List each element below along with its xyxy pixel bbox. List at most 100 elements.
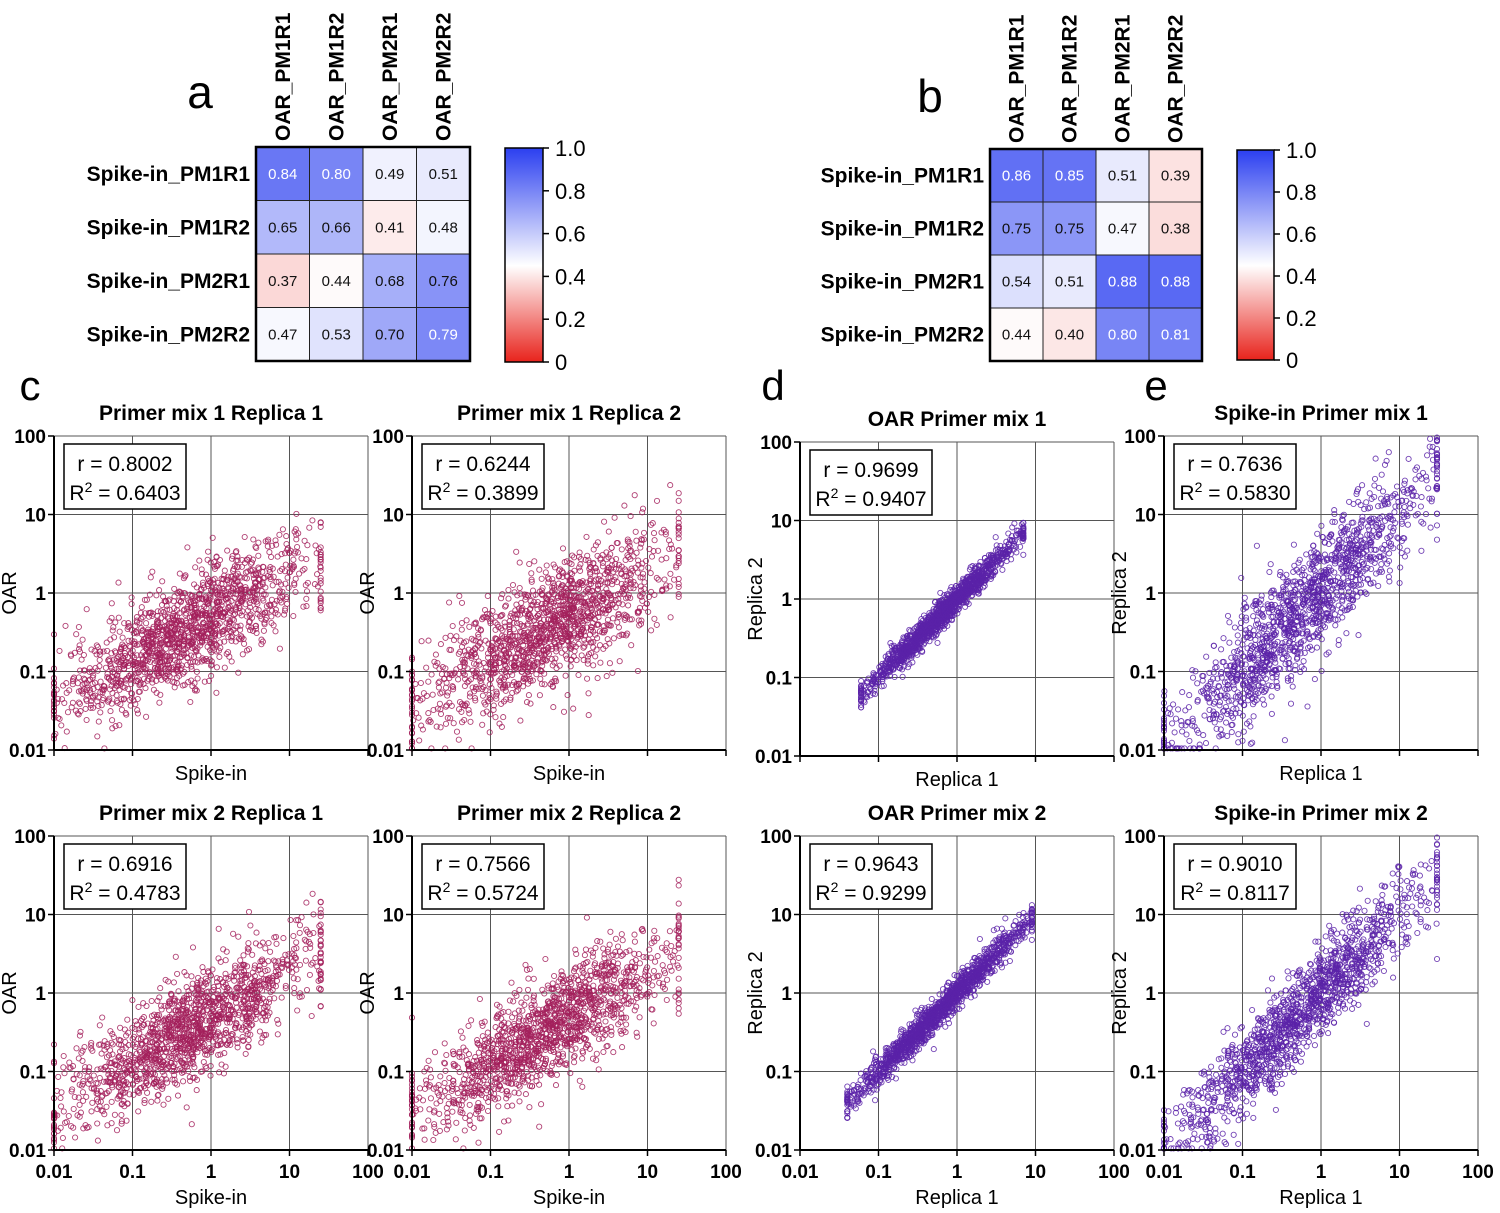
data-point — [461, 682, 468, 690]
heatmap-cell-value: 0.79 — [429, 326, 458, 343]
data-point — [1427, 435, 1434, 442]
data-point — [585, 690, 592, 697]
data-point — [1183, 731, 1190, 738]
data-point — [562, 646, 569, 653]
data-point — [74, 680, 81, 687]
heatmap-column-label: OAR_PM2R2 — [1165, 15, 1188, 143]
data-point — [103, 639, 110, 646]
data-point — [538, 575, 545, 582]
data-point — [292, 588, 299, 596]
data-point — [159, 578, 166, 585]
data-point — [83, 697, 90, 704]
data-point — [317, 567, 324, 574]
heatmap-cell-value: 0.47 — [268, 326, 297, 343]
data-point — [573, 657, 580, 664]
data-point — [505, 586, 512, 594]
data-point — [216, 653, 223, 660]
data-point — [653, 621, 660, 628]
data-point — [219, 628, 227, 635]
data-point — [453, 728, 461, 735]
data-point — [423, 664, 430, 671]
colorbar-tick-label: 0.2 — [555, 307, 586, 332]
data-point — [300, 603, 307, 610]
heatmap-cell — [416, 200, 471, 255]
data-point — [999, 566, 1006, 573]
data-point — [257, 613, 264, 620]
data-point — [650, 530, 658, 537]
data-point — [667, 570, 674, 577]
data-point — [128, 594, 135, 601]
data-point — [653, 497, 661, 504]
data-point — [185, 679, 192, 686]
data-point — [1259, 696, 1266, 703]
data-point — [87, 701, 95, 708]
heatmap-cell — [989, 254, 1044, 309]
data-point — [500, 714, 507, 721]
data-point — [1433, 522, 1441, 529]
data-point — [64, 709, 72, 716]
data-point — [536, 692, 543, 699]
data-point — [119, 634, 126, 641]
data-point — [178, 653, 185, 660]
data-point — [442, 720, 450, 727]
data-point — [273, 578, 280, 585]
data-point — [282, 561, 289, 568]
heatmap-cell-value: 0.40 — [1055, 327, 1084, 344]
data-point — [648, 588, 655, 595]
heatmap-panel-b: b OAR_PM1R1 OAR_PM1R2 OAR_PM2R1 OAR_PM2R2Spi… — [821, 14, 1317, 373]
data-point — [450, 720, 457, 727]
data-point — [75, 711, 82, 718]
data-point — [228, 658, 235, 665]
data-point — [560, 708, 568, 715]
data-point — [104, 670, 111, 677]
data-point — [633, 537, 640, 544]
data-point — [266, 549, 273, 556]
panel-letter: d — [761, 362, 784, 409]
data-point — [304, 542, 311, 549]
data-point — [111, 634, 118, 641]
data-point — [199, 570, 206, 577]
data-point — [608, 544, 615, 551]
data-point — [143, 713, 150, 720]
data-point — [202, 571, 210, 578]
colorbar-tick-label: 0 — [1286, 348, 1298, 373]
data-point — [605, 528, 612, 535]
data-point — [675, 547, 682, 554]
data-point — [166, 664, 173, 671]
data-point — [298, 555, 305, 562]
data-point — [1223, 719, 1230, 726]
data-point — [661, 576, 668, 583]
data-point — [577, 561, 584, 568]
y-tick-label: 10 — [25, 506, 46, 527]
data-point — [225, 634, 232, 641]
data-point — [632, 564, 639, 571]
data-point — [437, 690, 444, 697]
chart-title: OAR Primer mix 1 — [868, 408, 1047, 431]
y-tick-label: 100 — [372, 427, 404, 448]
heatmap-cell-value: 0.75 — [1055, 221, 1084, 238]
data-point — [531, 558, 538, 565]
data-point — [126, 696, 133, 704]
heatmap-cell-value: 0.38 — [1161, 221, 1190, 238]
data-point — [416, 737, 423, 744]
data-point — [466, 623, 473, 630]
data-point — [62, 622, 69, 629]
data-point — [114, 672, 121, 679]
data-point — [171, 585, 178, 592]
data-point — [1228, 729, 1235, 736]
data-point — [577, 567, 584, 574]
data-point — [79, 690, 86, 697]
data-point — [75, 623, 82, 631]
data-point — [1425, 485, 1432, 492]
data-point — [425, 710, 432, 717]
data-point — [125, 637, 132, 644]
r-value: r = 0.6244 — [435, 453, 530, 476]
y-tick-label: 0.1 — [378, 663, 405, 684]
data-point — [283, 533, 290, 540]
data-point — [625, 602, 632, 609]
data-point — [221, 567, 228, 574]
data-point — [247, 567, 254, 574]
data-point — [1203, 653, 1210, 660]
colorbar — [1236, 149, 1275, 361]
data-point — [465, 706, 472, 713]
